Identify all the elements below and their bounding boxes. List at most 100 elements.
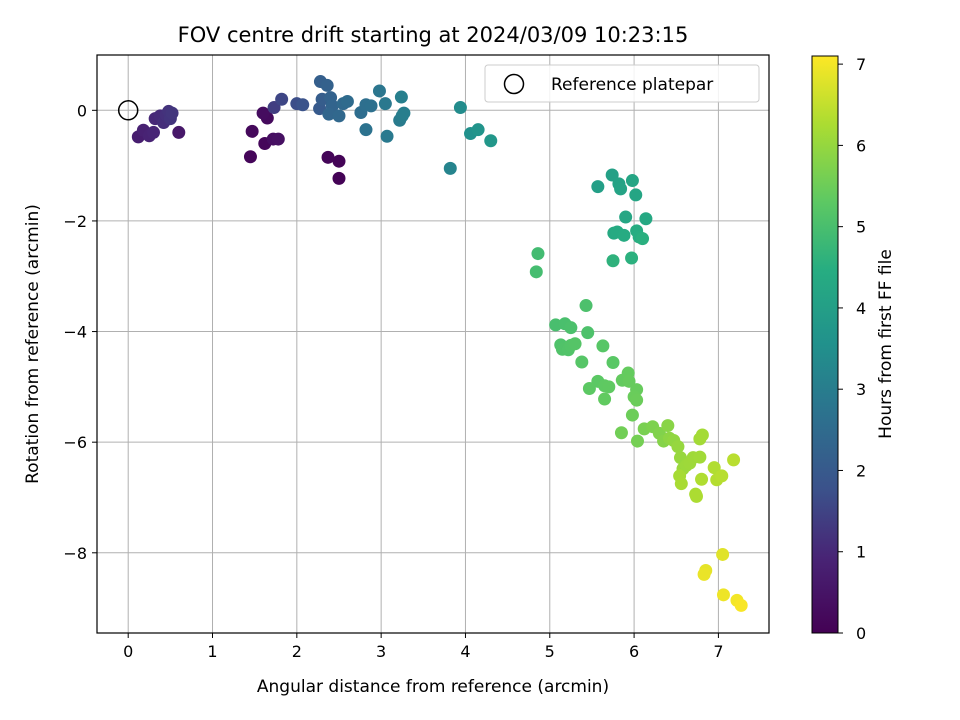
data-point <box>707 461 721 475</box>
data-point <box>715 469 729 483</box>
data-point <box>394 90 408 104</box>
data-point <box>661 419 675 433</box>
data-point <box>625 408 639 422</box>
data-point <box>734 598 748 612</box>
y-axis-ticks: 0 −2 −4 −6 −8 <box>63 101 97 563</box>
y-tick-label: −4 <box>63 323 87 342</box>
data-point <box>614 426 628 440</box>
data-point <box>617 228 631 242</box>
colorbar-tick-label: 7 <box>856 55 866 74</box>
data-point <box>245 124 259 138</box>
data-point <box>568 337 582 351</box>
data-point <box>581 326 595 340</box>
data-point <box>332 109 346 123</box>
x-tick-label: 0 <box>123 642 133 661</box>
data-point <box>716 547 730 561</box>
data-point <box>271 132 285 146</box>
data-point <box>575 355 589 369</box>
data-point <box>671 440 685 454</box>
data-point <box>275 92 289 106</box>
data-point <box>320 78 334 92</box>
data-point <box>322 107 336 121</box>
x-tick-label: 7 <box>713 642 723 661</box>
colorbar-tick-label: 6 <box>856 136 866 155</box>
data-point <box>267 101 281 115</box>
colorbar-tick-label: 1 <box>856 543 866 562</box>
data-point <box>443 161 457 175</box>
data-point <box>636 232 650 246</box>
colorbar-tick-label: 0 <box>856 624 866 643</box>
data-point <box>630 393 644 407</box>
data-point <box>172 125 186 139</box>
x-tick-label: 2 <box>292 642 302 661</box>
data-point <box>693 450 707 464</box>
data-point <box>625 174 639 188</box>
data-point <box>639 212 653 226</box>
y-axis-label: Rotation from reference (arcmin) <box>23 204 43 484</box>
x-tick-label: 5 <box>545 642 555 661</box>
data-point <box>716 588 730 602</box>
data-point <box>146 125 160 139</box>
data-point <box>622 374 636 388</box>
data-point <box>380 129 394 143</box>
data-point <box>629 188 643 202</box>
data-point <box>630 434 644 448</box>
data-point <box>598 392 612 406</box>
data-point <box>484 134 498 148</box>
data-point <box>564 321 578 335</box>
data-point <box>531 247 545 261</box>
data-point <box>602 380 616 394</box>
data-point <box>471 123 485 137</box>
x-axis-ticks: 0 1 2 3 4 5 6 7 <box>123 633 724 661</box>
data-point <box>453 101 467 115</box>
data-point <box>625 251 639 265</box>
data-point <box>695 472 709 486</box>
data-point <box>397 106 411 120</box>
plot-frame <box>96 54 770 634</box>
legend-marker-reference <box>503 73 525 95</box>
reference-platepar-marker <box>117 100 139 121</box>
x-axis-label: Angular distance from reference (arcmin) <box>257 677 609 697</box>
data-point <box>619 210 633 224</box>
legend: Reference platepar <box>484 64 760 103</box>
colorbar-label: Hours from first FF file <box>876 249 896 439</box>
data-point <box>689 489 703 503</box>
y-tick-label: −6 <box>63 433 87 452</box>
colorbar-tick-label: 5 <box>856 218 866 237</box>
colorbar-ticks: 0 1 2 3 4 5 6 7 <box>838 55 866 643</box>
data-point <box>606 254 620 268</box>
legend-box <box>484 64 760 103</box>
x-tick-label: 1 <box>207 642 217 661</box>
data-point <box>614 182 628 196</box>
data-point <box>340 94 354 108</box>
data-point <box>296 98 310 112</box>
colorbar <box>811 55 839 634</box>
data-point <box>256 106 270 120</box>
y-tick-label: 0 <box>77 101 87 120</box>
data-point <box>165 106 179 120</box>
data-point <box>332 171 346 185</box>
data-point <box>605 168 619 182</box>
x-tick-label: 3 <box>376 642 386 661</box>
grid <box>97 55 769 633</box>
data-point <box>579 299 593 313</box>
data-point <box>378 97 392 111</box>
data-point <box>243 150 257 164</box>
data-point <box>359 123 373 137</box>
data-point <box>695 428 709 442</box>
data-point <box>364 99 378 113</box>
y-tick-label: −2 <box>63 212 87 231</box>
legend-label-reference: Reference platepar <box>551 75 713 95</box>
data-point <box>697 567 711 581</box>
data-point <box>596 339 610 353</box>
data-point <box>529 265 543 279</box>
chart-title: FOV centre drift starting at 2024/03/09 … <box>178 23 689 47</box>
data-point <box>727 453 741 467</box>
colorbar-tick-label: 2 <box>856 461 866 480</box>
data-point <box>674 477 688 491</box>
colorbar-tick-label: 3 <box>856 380 866 399</box>
y-tick-label: −8 <box>63 544 87 563</box>
data-point <box>582 382 596 396</box>
data-point <box>321 150 335 164</box>
